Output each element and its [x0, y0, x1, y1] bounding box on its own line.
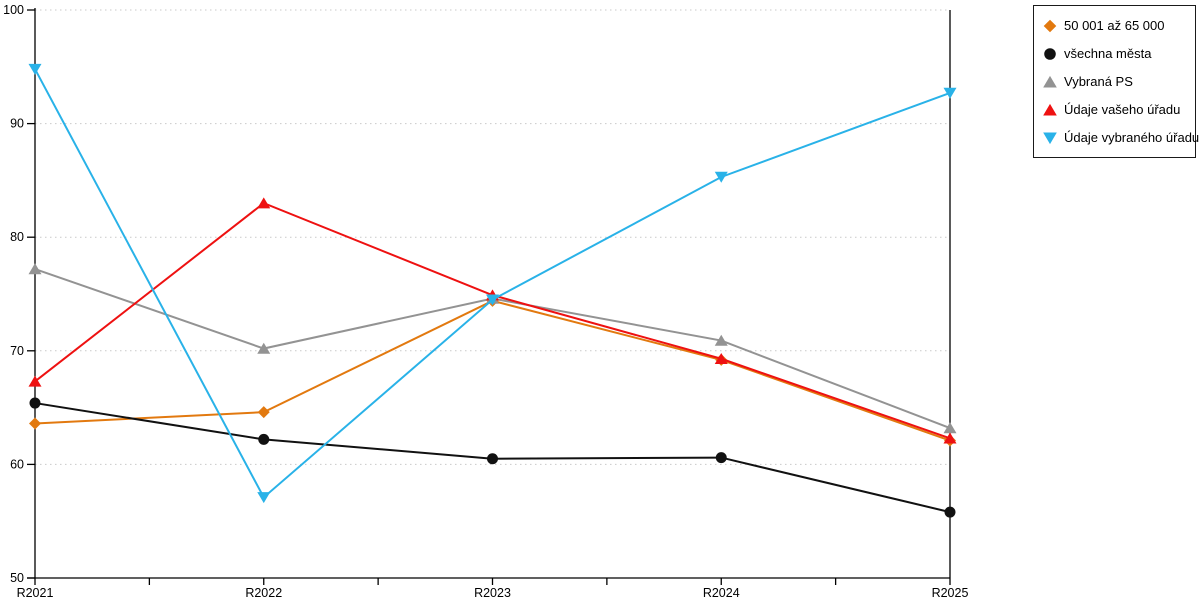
legend-item[interactable]: 50 001 až 65 000 [1043, 12, 1191, 40]
series-2 [28, 263, 957, 434]
data-point [715, 452, 727, 464]
data-point [486, 294, 499, 306]
data-point [714, 171, 728, 183]
y-tick-label: 90 [10, 117, 24, 131]
triangle-up-icon [1043, 103, 1057, 117]
data-point [29, 397, 41, 409]
data-point [28, 263, 42, 275]
triangle-down-icon [1043, 131, 1057, 145]
data-point [257, 197, 271, 209]
legend-item-label: 50 001 až 65 000 [1064, 18, 1165, 33]
data-point [257, 342, 271, 354]
y-tick-label: 80 [10, 230, 24, 244]
diamond-icon [1043, 19, 1057, 33]
data-point [943, 87, 957, 99]
data-point [28, 375, 42, 387]
data-point [943, 422, 957, 434]
data-point [944, 506, 956, 518]
data-point [487, 453, 498, 465]
x-tick-label: R2025 [932, 586, 969, 600]
x-tick-label: R2021 [17, 586, 54, 600]
legend-item-label: Vybraná PS [1064, 74, 1133, 89]
legend-item-label: Údaje vybraného úřadu [1064, 130, 1200, 145]
legend-item[interactable]: Údaje vašeho úřadu [1043, 96, 1191, 124]
data-point [714, 352, 728, 364]
y-tick-label: 70 [10, 344, 24, 358]
series-4 [28, 63, 957, 504]
data-point [943, 432, 957, 444]
data-point [29, 417, 41, 430]
series-3 [28, 197, 957, 444]
legend-item-label: všechna města [1064, 46, 1152, 61]
data-point [714, 334, 728, 346]
data-point [28, 63, 42, 75]
y-tick-label: 60 [10, 457, 24, 471]
circle-icon [1043, 47, 1057, 61]
x-tick-label: R2023 [474, 586, 511, 600]
y-tick-label: 100 [3, 3, 24, 17]
x-tick-label: R2024 [703, 586, 740, 600]
series-1 [29, 397, 956, 518]
legend-item[interactable]: Údaje vybraného úřadu [1043, 124, 1199, 152]
data-point [258, 433, 270, 445]
legend: 50 001 až 65 000 všechna města Vybraná PS Ú… [1033, 5, 1199, 158]
data-point [257, 406, 270, 419]
series-line [34, 68, 951, 499]
data-point [257, 492, 271, 504]
legend-item-label: Údaje vašeho úřadu [1064, 102, 1181, 117]
legend-item[interactable]: Vybraná PS [1043, 68, 1191, 96]
series-line [34, 299, 951, 442]
triangle-up-icon [1043, 75, 1057, 89]
x-tick-label: R2022 [245, 586, 282, 600]
series-line [34, 201, 951, 440]
y-tick-label: 50 [10, 571, 24, 585]
legend-item[interactable]: všechna města [1043, 40, 1191, 68]
